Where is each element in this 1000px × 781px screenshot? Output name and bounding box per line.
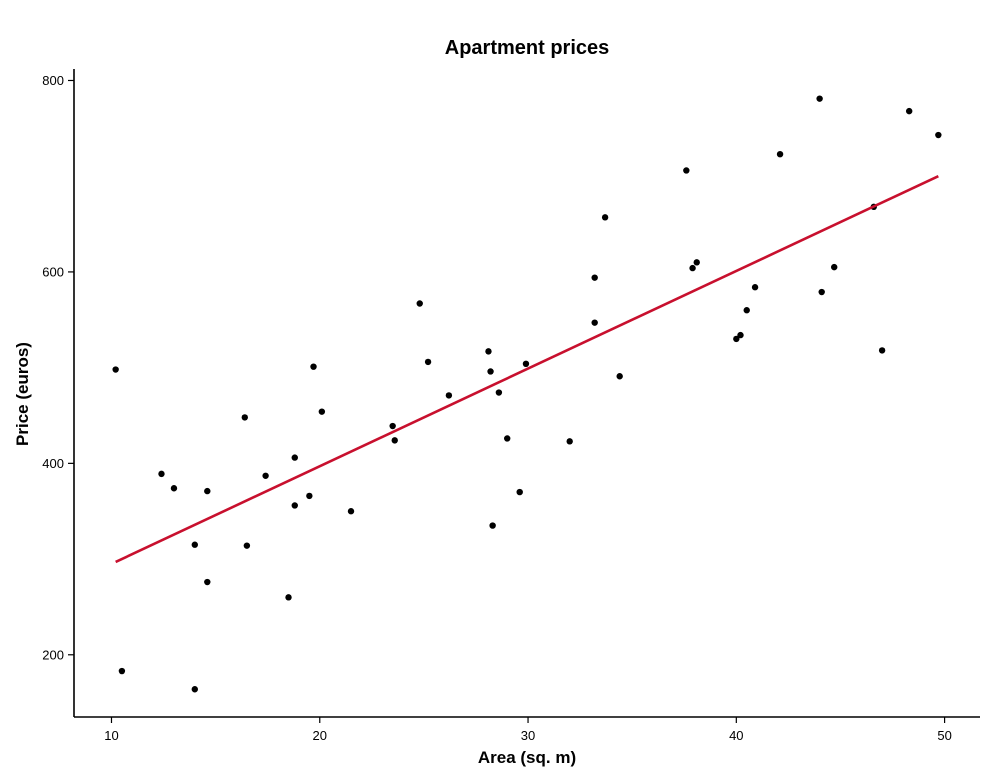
regression-line (115, 175, 939, 564)
data-point (522, 360, 530, 368)
y-tick-label: 400 (42, 456, 64, 471)
data-point (831, 263, 838, 271)
data-point (689, 264, 696, 272)
data-point (262, 472, 269, 479)
data-point (616, 373, 623, 380)
data-point (416, 300, 423, 307)
data-point (118, 667, 126, 675)
y-tick-label: 600 (42, 264, 64, 279)
data-point (158, 470, 165, 478)
data-point (495, 389, 503, 396)
x-tick-label: 10 (104, 728, 118, 743)
y-tick-label: 200 (42, 647, 64, 662)
data-point (683, 167, 690, 174)
data-point (191, 541, 198, 548)
data-point (818, 288, 825, 296)
data-point (743, 307, 750, 314)
data-point (487, 368, 494, 375)
data-point (170, 485, 178, 492)
data-point (241, 414, 248, 421)
data-point (516, 488, 523, 496)
data-point (318, 408, 326, 415)
data-point (243, 542, 251, 549)
data-point (310, 363, 317, 370)
data-point (733, 335, 740, 343)
data-point (204, 578, 211, 586)
data-point (485, 348, 492, 355)
x-tick-label: 20 (313, 728, 327, 743)
x-tick-label: 30 (521, 728, 535, 743)
data-point (601, 214, 609, 221)
data-point (391, 437, 398, 444)
data-point (816, 95, 823, 102)
data-point (566, 438, 573, 445)
data-point (935, 131, 942, 139)
data-point (347, 508, 355, 515)
y-axis-ticks: 200 400 600 800 (42, 73, 74, 662)
data-point (306, 492, 313, 500)
data-point (389, 422, 396, 430)
data-point (905, 107, 913, 115)
data-point (489, 522, 496, 529)
chart-title: Apartment prices (445, 37, 610, 59)
x-axis-ticks: 10 20 30 40 50 (104, 717, 952, 743)
x-tick-label: 50 (937, 728, 951, 743)
data-point (751, 284, 759, 291)
data-point (424, 358, 432, 366)
y-tick-label: 800 (42, 73, 64, 88)
data-point (693, 259, 700, 266)
data-point (112, 366, 119, 373)
data-point (291, 454, 298, 461)
data-point (591, 319, 598, 326)
data-point (191, 686, 198, 693)
data-point (504, 435, 511, 442)
data-point (291, 502, 298, 509)
x-tick-label: 40 (729, 728, 743, 743)
data-point (737, 331, 744, 339)
data-point (878, 347, 886, 354)
data-point (591, 274, 598, 281)
y-axis-label: Price (euros) (13, 342, 32, 446)
data-point (776, 150, 784, 158)
data-point (445, 392, 453, 399)
data-points (112, 95, 942, 693)
data-point (204, 487, 211, 495)
data-point (285, 594, 292, 601)
x-axis-label: Area (sq. m) (478, 748, 576, 767)
